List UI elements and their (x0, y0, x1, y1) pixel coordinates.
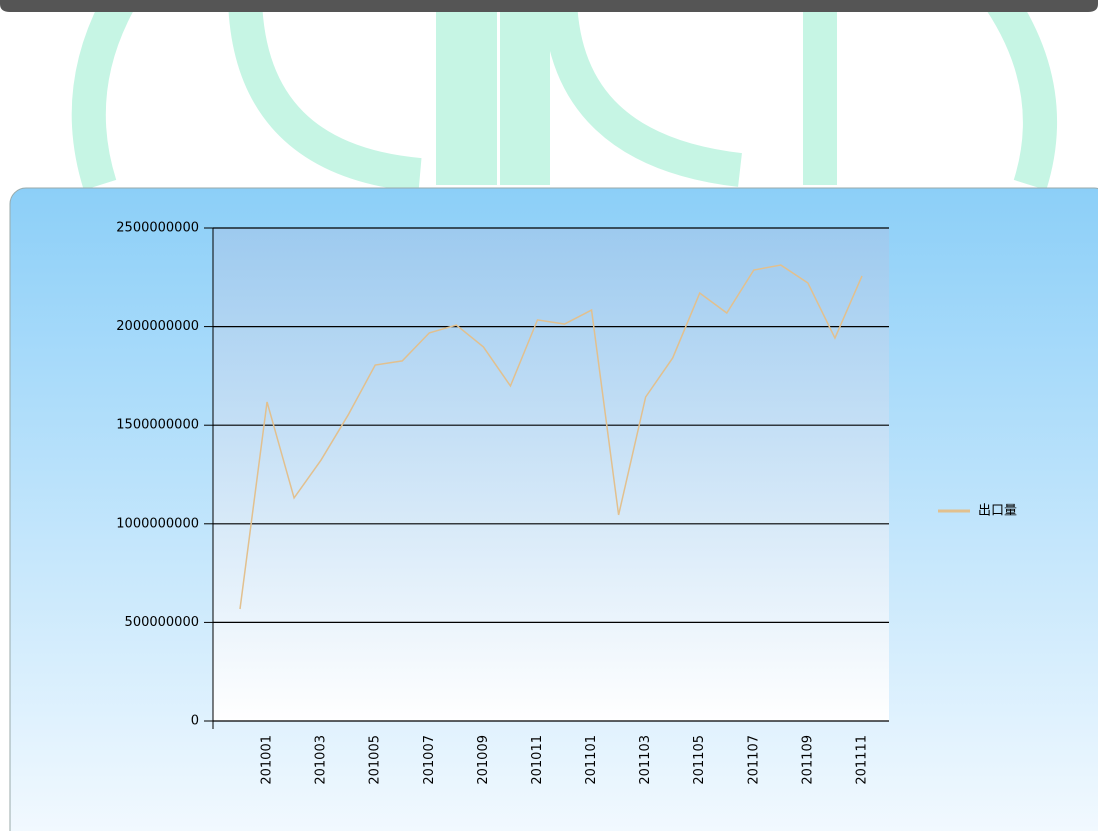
top-bar (0, 0, 1098, 12)
x-tick-label: 201001 (260, 735, 275, 785)
x-tick-label: 201101 (584, 735, 599, 785)
x-tick-label: 201109 (800, 735, 815, 785)
y-tick-label: 2000000000 (116, 319, 199, 334)
x-tick-label: 201003 (314, 735, 329, 785)
y-tick-label: 0 (191, 714, 199, 729)
y-tick-label: 2500000000 (116, 221, 199, 236)
x-tick-label: 201111 (855, 735, 870, 785)
x-tick-label: 201103 (638, 735, 653, 785)
x-tick-label: 201107 (746, 735, 761, 785)
legend-label: 出口量 (978, 504, 1017, 519)
watermark-block (500, 10, 550, 185)
plot-area (213, 228, 889, 721)
series-line (239, 264, 863, 610)
watermark-block (436, 10, 466, 185)
x-tick-label: 201011 (530, 735, 545, 785)
watermark (71, 0, 1057, 192)
y-tick-label: 1500000000 (116, 418, 199, 433)
y-tick-label: 1000000000 (116, 516, 199, 531)
y-tick-label: 500000000 (125, 615, 199, 630)
x-tick-label: 201005 (368, 735, 383, 785)
x-tick-label: 201105 (692, 735, 707, 785)
x-tick-label: 201009 (476, 735, 491, 785)
x-tick-label: 201007 (422, 735, 437, 785)
